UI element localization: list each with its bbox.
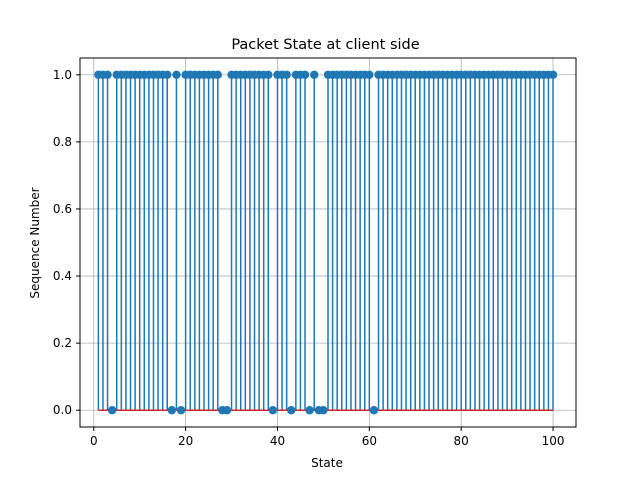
stem-marker bbox=[172, 70, 181, 79]
stem-marker bbox=[213, 70, 222, 79]
stem-marker bbox=[268, 406, 278, 415]
y-tick-label: 1.0 bbox=[53, 68, 72, 82]
x-tick-label: 80 bbox=[454, 434, 469, 448]
x-tick-label: 60 bbox=[362, 434, 377, 448]
stem-marker bbox=[176, 406, 186, 415]
marker-layer bbox=[94, 70, 558, 415]
plot-frame bbox=[79, 57, 577, 428]
x-axis-label: State bbox=[311, 456, 343, 470]
stem-marker bbox=[163, 70, 172, 79]
stem-marker bbox=[305, 406, 314, 415]
y-tick-label: 0.4 bbox=[53, 269, 72, 283]
x-tick-label: 20 bbox=[178, 434, 193, 448]
stem-marker bbox=[107, 406, 117, 415]
stem-marker bbox=[300, 70, 310, 79]
y-tick-label: 0.6 bbox=[53, 202, 72, 216]
y-axis-label: Sequence Number bbox=[28, 187, 42, 298]
stem-layer bbox=[97, 74, 554, 411]
x-tick-label: 40 bbox=[270, 434, 285, 448]
y-tick-label: 0.8 bbox=[53, 135, 72, 149]
stem-marker bbox=[167, 406, 177, 415]
y-tick-label: 0.0 bbox=[53, 403, 72, 417]
stem-marker bbox=[310, 70, 319, 79]
stem-marker bbox=[369, 406, 379, 415]
stem-marker bbox=[222, 406, 232, 415]
stem-marker bbox=[319, 406, 328, 415]
stem-marker bbox=[103, 70, 112, 79]
stem-marker bbox=[548, 70, 558, 79]
stem-marker bbox=[264, 70, 273, 79]
chart-title: Packet State at client side bbox=[231, 37, 419, 53]
x-tick-label: 0 bbox=[90, 434, 98, 448]
y-axis-ticks: 0.0 0.2 0.4 0.6 0.8 1.0 bbox=[53, 68, 80, 417]
x-tick-label: 100 bbox=[542, 434, 565, 448]
stem-marker bbox=[287, 406, 296, 415]
y-tick-label: 0.2 bbox=[53, 336, 72, 350]
x-axis-ticks: 0 20 40 60 80 100 bbox=[90, 427, 565, 448]
stem-marker bbox=[365, 70, 374, 79]
stem-marker bbox=[282, 70, 291, 79]
